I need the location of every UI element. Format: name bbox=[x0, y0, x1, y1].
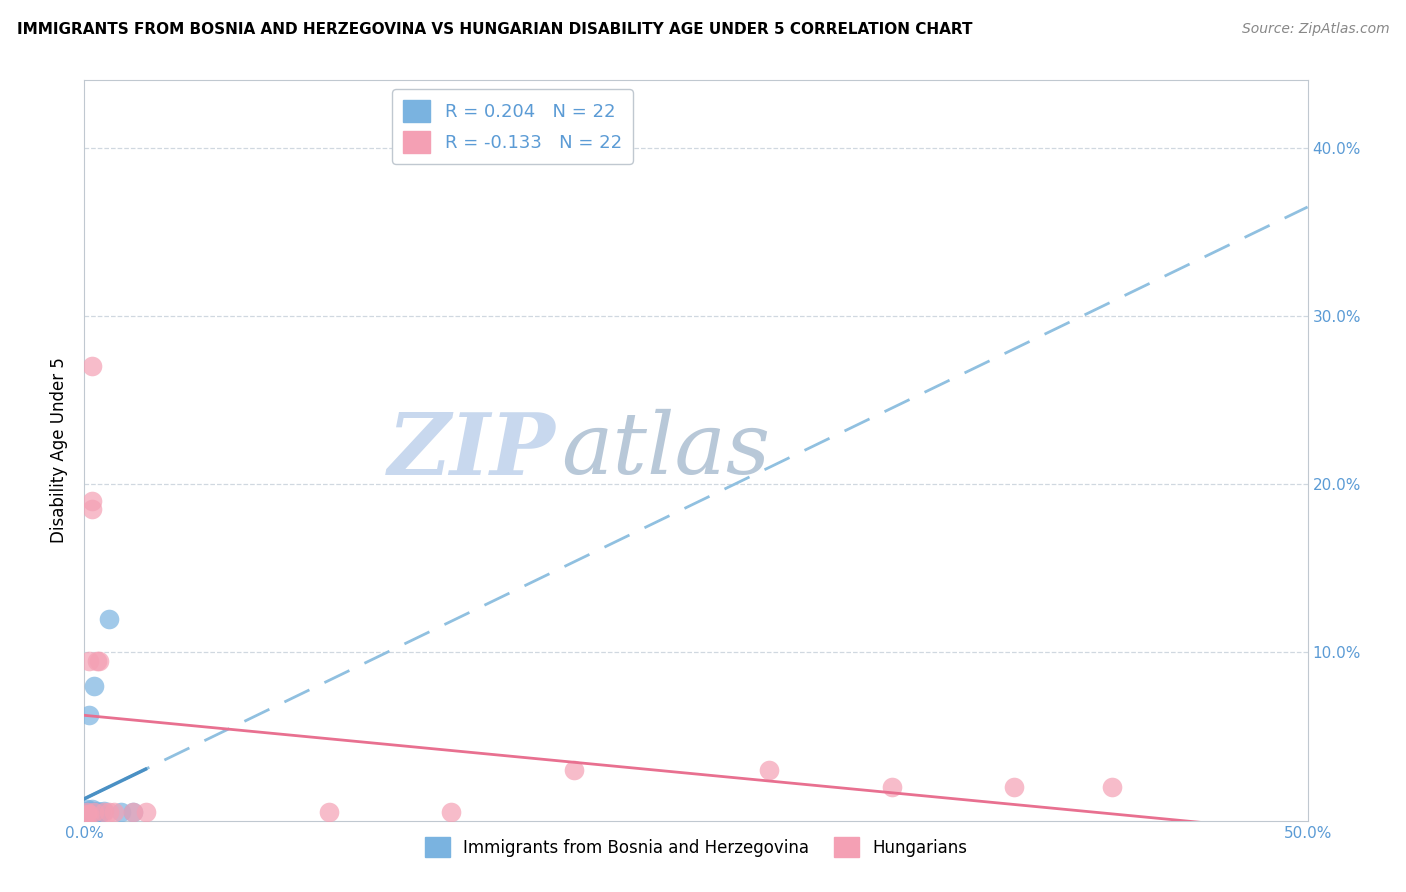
Text: IMMIGRANTS FROM BOSNIA AND HERZEGOVINA VS HUNGARIAN DISABILITY AGE UNDER 5 CORRE: IMMIGRANTS FROM BOSNIA AND HERZEGOVINA V… bbox=[17, 22, 973, 37]
Point bbox=[76, 806, 98, 821]
Point bbox=[86, 804, 108, 818]
Point bbox=[103, 805, 125, 820]
Point bbox=[80, 804, 103, 818]
Point bbox=[87, 806, 110, 821]
Point bbox=[97, 612, 120, 626]
Point bbox=[110, 805, 132, 820]
Point bbox=[80, 805, 103, 820]
Point bbox=[77, 806, 100, 821]
Point bbox=[77, 805, 100, 820]
Point bbox=[76, 802, 98, 816]
Point bbox=[1101, 780, 1123, 794]
Point bbox=[76, 805, 98, 820]
Point bbox=[76, 805, 98, 820]
Point bbox=[758, 763, 780, 777]
Point bbox=[440, 805, 463, 820]
Point bbox=[93, 804, 115, 818]
Point bbox=[86, 806, 108, 821]
Point bbox=[80, 806, 103, 821]
Point bbox=[77, 654, 100, 668]
Point bbox=[80, 494, 103, 508]
Point bbox=[83, 805, 105, 820]
Point bbox=[80, 802, 103, 816]
Point bbox=[83, 805, 105, 820]
Point bbox=[93, 805, 115, 820]
Point bbox=[122, 805, 145, 820]
Point bbox=[135, 805, 157, 820]
Point bbox=[80, 502, 103, 516]
Point bbox=[80, 359, 103, 374]
Point bbox=[83, 679, 105, 693]
Legend: Immigrants from Bosnia and Herzegovina, Hungarians: Immigrants from Bosnia and Herzegovina, … bbox=[418, 830, 974, 864]
Point bbox=[76, 806, 98, 821]
Point bbox=[122, 805, 145, 820]
Point bbox=[562, 763, 585, 777]
Point bbox=[880, 780, 903, 794]
Point bbox=[1002, 780, 1025, 794]
Point bbox=[76, 804, 98, 818]
Point bbox=[318, 805, 340, 820]
Point bbox=[87, 654, 110, 668]
Text: ZIP: ZIP bbox=[388, 409, 555, 492]
Point bbox=[77, 707, 100, 722]
Point bbox=[97, 805, 120, 820]
Point bbox=[90, 805, 112, 820]
Text: Source: ZipAtlas.com: Source: ZipAtlas.com bbox=[1241, 22, 1389, 37]
Text: atlas: atlas bbox=[561, 409, 770, 491]
Y-axis label: Disability Age Under 5: Disability Age Under 5 bbox=[51, 358, 69, 543]
Point bbox=[77, 806, 100, 821]
Point bbox=[77, 804, 100, 818]
Point bbox=[86, 654, 108, 668]
